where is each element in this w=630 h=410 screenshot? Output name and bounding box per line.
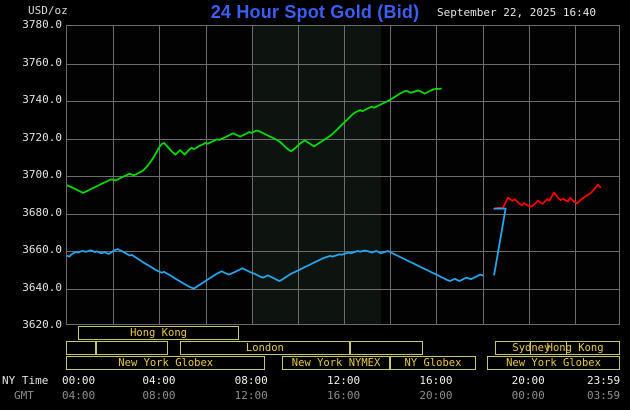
x-axis-ny-tick-label: 16:00 [419, 374, 453, 387]
session-box: London [179, 341, 351, 355]
series-line [493, 183, 602, 210]
x-axis-gmt-tick-label: 12:00 [234, 389, 268, 402]
gridline-horizontal [67, 251, 619, 252]
session-box-blank [350, 341, 424, 355]
session-label: London [245, 342, 284, 354]
gridline-horizontal [67, 64, 619, 65]
x-axis: NY Time GMT 00:00 04:00 04:00 08:00 08:00 12:… [0, 374, 630, 410]
y-axis-tick-label: 3620.0 [22, 318, 62, 331]
x-axis-gmt-tick-label: 03:59 [587, 389, 621, 402]
y-axis-tick-label: 3660.0 [22, 243, 62, 256]
session-row: New York Globex New York NYMEX NY Globex Ne… [66, 356, 620, 370]
session-label: Hong Kong [130, 327, 187, 339]
session-shading-band [252, 26, 382, 324]
session-box-blank [66, 341, 97, 355]
gridline-vertical [113, 26, 114, 324]
session-label: New York Globex [506, 357, 601, 369]
session-box: Hong Kong [530, 341, 620, 355]
gridline-vertical [390, 26, 391, 324]
y-axis-tick-label: 3720.0 [22, 130, 62, 144]
gridline-horizontal [67, 101, 619, 102]
gridline-vertical [344, 26, 345, 324]
x-axis-gmt-tick-label: 04:00 [62, 389, 96, 402]
session-label: Hong Kong [546, 342, 604, 354]
gridline-horizontal [67, 214, 619, 215]
x-axis-gmt-tick-label: 08:00 [142, 389, 176, 402]
session-box: New York Globex [66, 356, 266, 370]
y-axis-tick-label: 3740.0 [22, 93, 62, 106]
session-label: NY Globex [404, 357, 462, 369]
x-axis-ny-tick-label: 12:00 [327, 374, 361, 387]
gridline-horizontal [67, 176, 619, 177]
x-axis-gmt-label: GMT [14, 389, 34, 402]
x-axis-gmt-tick-label: 20:00 [419, 389, 453, 402]
quote-datetime: September 22, 2025 16:40 [437, 6, 596, 19]
y-axis-tick-label: 3640.0 [22, 280, 62, 294]
session-box: Hong Kong [78, 326, 239, 340]
price-series-svg [67, 87, 602, 290]
series-line-reference [493, 207, 507, 276]
x-axis-gmt-tick-label: 16:00 [327, 389, 361, 402]
gridline-horizontal [67, 289, 619, 290]
gridline-vertical [436, 26, 437, 324]
x-axis-gmt-tick-label: 00:00 [511, 389, 545, 402]
series-line [67, 248, 484, 290]
page-title: 24 Hour Spot Gold (Bid) [210, 2, 420, 22]
y-axis-tick-label: 3760.0 [22, 55, 62, 69]
session-label: Sydney [512, 342, 551, 354]
gridline-vertical [298, 26, 299, 324]
session-label: New York NYMEX [291, 357, 381, 369]
x-axis-ny-tick-label: 04:00 [142, 374, 176, 387]
gridline-vertical [483, 26, 484, 324]
gridline-vertical [575, 26, 576, 324]
gridline-vertical [206, 26, 207, 324]
session-box: New York Globex [487, 356, 620, 370]
gridline-vertical [159, 26, 160, 324]
session-box-blank [96, 341, 169, 355]
y-axis-tick-label: 3680.0 [22, 205, 62, 219]
gridline-horizontal [67, 139, 619, 140]
x-axis-ny-tick-label: 00:00 [62, 374, 96, 387]
series-line [67, 87, 442, 194]
plot-area [66, 25, 620, 325]
session-row: Hong Kong [66, 326, 620, 340]
session-row: London Sydney Hong Kong [66, 341, 620, 355]
x-axis-ny-tick-label: 08:00 [234, 374, 268, 387]
session-box: New York NYMEX [282, 356, 391, 370]
y-axis-tick-label: 3700.0 [22, 168, 62, 181]
session-label: New York Globex [118, 357, 214, 369]
x-axis-ny-tick-label: 20:00 [511, 374, 545, 387]
x-axis-ny-tick-label: 23:59 [587, 374, 621, 387]
gridline-vertical [529, 26, 530, 324]
gridline-vertical [252, 26, 253, 324]
x-axis-ny-label: NY Time [2, 374, 49, 387]
y-axis-unit-label: USD/oz [28, 4, 68, 17]
session-box: NY Globex [390, 356, 476, 370]
trading-session-bars: Hong Kong London Sydney Hong Kong New York G… [66, 326, 620, 372]
